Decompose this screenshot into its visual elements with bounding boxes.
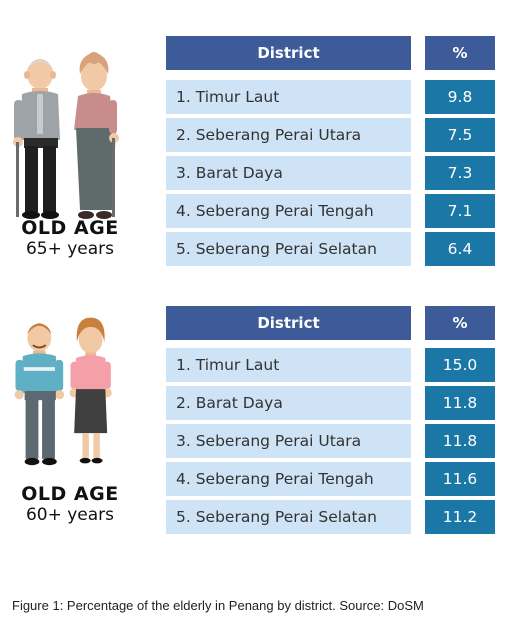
value-cell: 7.1	[425, 194, 495, 228]
column-header-percent: %	[425, 306, 495, 340]
value-cell: 11.2	[425, 500, 495, 534]
value-cell: 11.6	[425, 462, 495, 496]
elderly-woman-icon	[69, 317, 112, 464]
age-group-title: OLD AGE	[21, 483, 119, 505]
column-header-percent: %	[425, 36, 495, 70]
age-group-label: OLD AGE 60+ years	[0, 484, 140, 525]
column-header-district: District	[166, 306, 411, 340]
elderly-man-icon	[14, 323, 65, 466]
district-cell: 3. Barat Daya	[166, 156, 411, 190]
table-panel-65plus: OLD AGE 65+ years District % 1. Timur La…	[0, 30, 517, 270]
district-cell: 5. Seberang Perai Selatan	[166, 232, 411, 266]
age-group-subtitle: 65+ years	[25, 238, 115, 259]
age-group-label: OLD AGE 65+ years	[0, 218, 140, 259]
value-cell: 15.0	[425, 348, 495, 382]
district-cell: 2. Barat Daya	[166, 386, 411, 420]
age-group-title: OLD AGE	[21, 217, 119, 239]
district-cell: 5. Seberang Perai Selatan	[166, 500, 411, 534]
column-header-district: District	[166, 36, 411, 70]
district-cell: 1. Timur Laut	[166, 348, 411, 382]
value-cell: 7.3	[425, 156, 495, 190]
figure-caption: Figure 1: Percentage of the elderly in P…	[12, 598, 424, 613]
district-cell: 3. Seberang Perai Utara	[166, 424, 411, 458]
district-cell: 2. Seberang Perai Utara	[166, 118, 411, 152]
elderly-man-icon	[13, 59, 60, 219]
elderly-woman-icon	[74, 52, 119, 219]
value-cell: 11.8	[425, 386, 495, 420]
table-panel-60plus: OLD AGE 60+ years District % 1. Timur La…	[0, 300, 517, 540]
value-cell: 6.4	[425, 232, 495, 266]
value-cell: 11.8	[425, 424, 495, 458]
value-cell: 9.8	[425, 80, 495, 114]
district-cell: 1. Timur Laut	[166, 80, 411, 114]
age-group-subtitle: 60+ years	[25, 504, 115, 525]
district-cell: 4. Seberang Perai Tengah	[166, 462, 411, 496]
value-cell: 7.5	[425, 118, 495, 152]
district-cell: 4. Seberang Perai Tengah	[166, 194, 411, 228]
elderly-couple-illustration	[14, 317, 112, 466]
elderly-couple-illustration	[13, 52, 119, 219]
